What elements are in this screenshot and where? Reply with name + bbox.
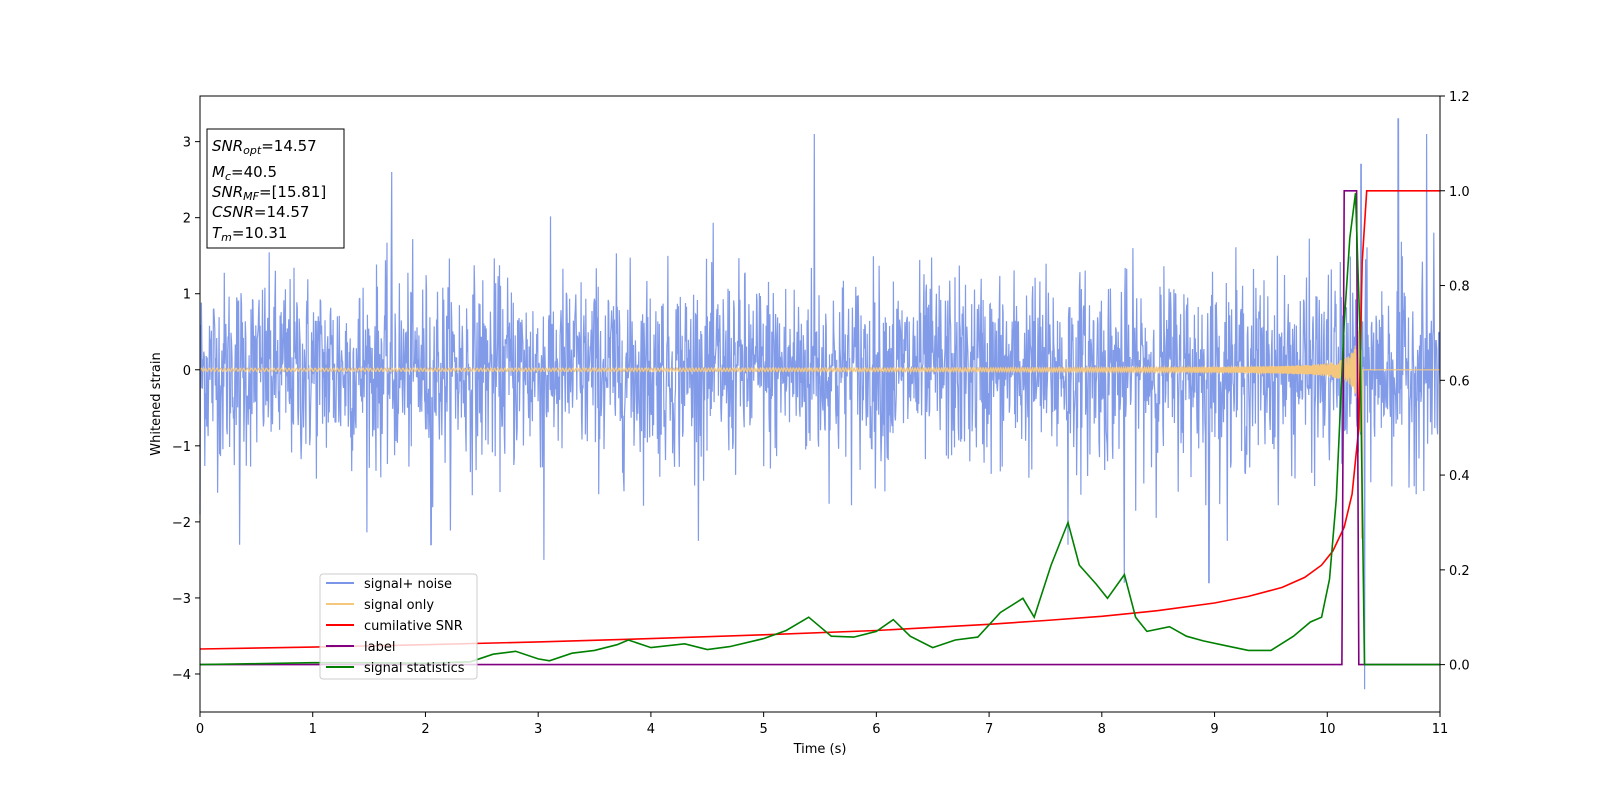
- legend-entry-label: label: [326, 640, 395, 655]
- y2-tick-label: 0.2: [1449, 564, 1470, 579]
- x-tick-label: 10: [1319, 722, 1336, 737]
- x-tick-label: 8: [1098, 722, 1106, 737]
- legend-entry-signal-only: signal only: [326, 598, 434, 613]
- info-tm: Tm=10.31: [212, 224, 287, 244]
- y-tick-label: −4: [172, 668, 191, 683]
- y-axis-right: 1.2 1.0 0.8 0.6 0.4 0.2 0.0: [1440, 90, 1470, 674]
- x-axis-title: Time (s): [793, 742, 847, 757]
- legend-entry-cumulative-snr: cumilative SNR: [326, 619, 463, 634]
- legend-entry-signal-statistics: signal statistics: [326, 661, 465, 676]
- legend-entry-signal-noise: signal+ noise: [326, 577, 452, 592]
- series-cumulative-snr: [199, 190, 1440, 650]
- legend-label-signal-statistics: signal statistics: [364, 661, 465, 676]
- y2-tick-label: 1.2: [1449, 90, 1470, 105]
- x-tick-label: 7: [985, 722, 993, 737]
- series-signal-noise: [199, 118, 1441, 690]
- x-tick-label: 5: [759, 722, 767, 737]
- legend-label-signal-noise: signal+ noise: [364, 577, 452, 592]
- y-axis-title: Whitened strain: [149, 352, 164, 455]
- series-signal-statistics: [199, 192, 1440, 666]
- plot-frame: [199, 95, 1441, 713]
- y-tick-label: −1: [172, 440, 191, 455]
- x-tick-label: 4: [647, 722, 655, 737]
- y2-tick-label: 0.8: [1449, 280, 1470, 295]
- y2-tick-label: 0.6: [1449, 374, 1470, 389]
- x-axis: 0 1 2 3 4 5 6 7 8 9 10 11: [196, 712, 1448, 737]
- legend-label-label: label: [364, 640, 395, 655]
- info-mc: Mc=40.5: [212, 163, 277, 183]
- y2-tick-label: 1.0: [1449, 185, 1470, 200]
- y-tick-label: 3: [183, 136, 191, 151]
- series-layer: [199, 118, 1441, 690]
- y2-tick-label: 0.4: [1449, 469, 1470, 484]
- x-tick-label: 0: [196, 722, 204, 737]
- info-box-frame: [206, 128, 345, 249]
- y-tick-label: 2: [183, 212, 191, 227]
- x-tick-label: 11: [1432, 722, 1449, 737]
- y-tick-label: −3: [172, 592, 191, 607]
- legend-label-signal-only: signal only: [364, 598, 434, 613]
- info-box: SNRopt=14.57 Mc=40.5 SNRMF=[15.81] CSNR=…: [206, 128, 345, 249]
- legend-frame: [319, 573, 478, 680]
- x-tick-label: 2: [421, 722, 429, 737]
- y-axis-left: 3 2 1 0 −1 −2 −3 −4: [172, 136, 200, 683]
- y-tick-label: 0: [183, 364, 191, 379]
- info-snr-opt: SNRopt=14.57: [212, 137, 317, 157]
- series-signal-only: [199, 326, 1440, 539]
- x-tick-label: 9: [1210, 722, 1218, 737]
- x-tick-label: 6: [872, 722, 880, 737]
- x-tick-label: 1: [309, 722, 317, 737]
- legend: signal+ noise signal only cumilative SNR…: [319, 573, 478, 680]
- x-tick-label: 3: [534, 722, 542, 737]
- y-tick-label: 1: [183, 288, 191, 303]
- info-csnr: CSNR=14.57: [212, 203, 309, 221]
- legend-label-cumulative-snr: cumilative SNR: [364, 619, 463, 634]
- info-snr-mf: SNRMF=[15.81]: [212, 183, 326, 203]
- y2-tick-label: 0.0: [1449, 659, 1470, 674]
- y-tick-label: −2: [172, 516, 191, 531]
